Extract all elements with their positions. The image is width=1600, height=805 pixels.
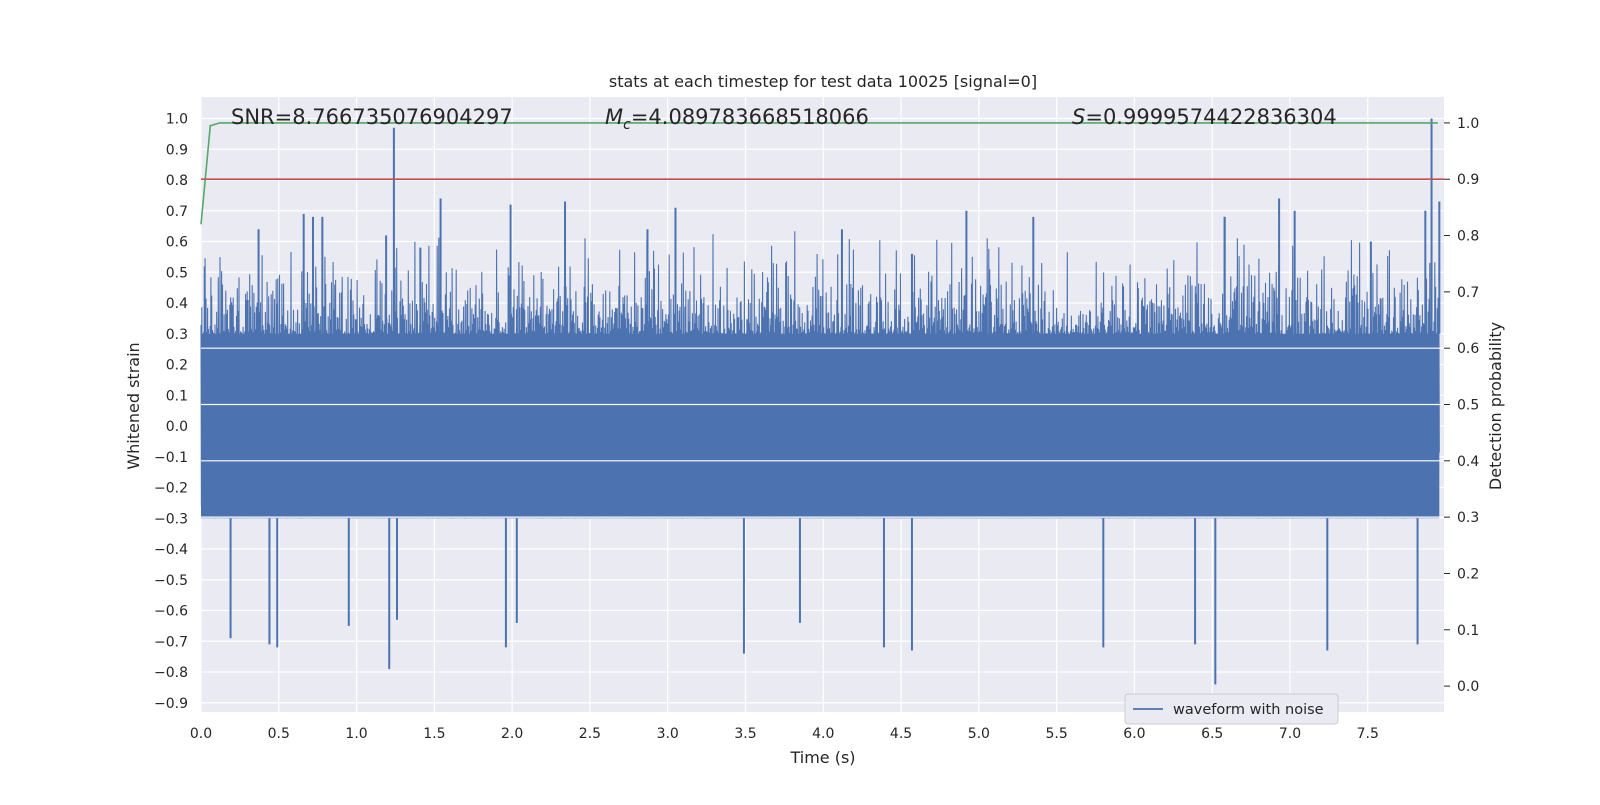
x-tick-label: 5.0 (968, 726, 990, 742)
y-tick-label: 0.1 (166, 388, 188, 404)
y-axis-ticks: −0.9 −0.8 −0.7 −0.6 −0.5 −0.4 −0.3 −0.2 −0.1 0.0 0… (154, 112, 188, 712)
legend-entry-waveform: waveform with noise (1173, 702, 1324, 718)
y-tick-label: 0.4 (166, 296, 188, 312)
y-tick-label: −0.1 (154, 450, 188, 466)
x-tick-label: 1.5 (423, 726, 445, 742)
x-tick-label: 2.5 (579, 726, 601, 742)
x-tick-label: 7.5 (1357, 726, 1379, 742)
x-tick-label: 6.5 (1201, 726, 1223, 742)
x-tick-label: 0.0 (190, 726, 212, 742)
s-annotation: S=0.9999574422836304 (1072, 105, 1337, 129)
y2-tick-label: 0.3 (1457, 510, 1479, 526)
x-tick-label: 6.0 (1123, 726, 1145, 742)
y2-tick-label: 0.4 (1457, 454, 1479, 470)
y-tick-label: −0.7 (154, 634, 188, 650)
y2-tick-label: 0.6 (1457, 341, 1479, 357)
x-tick-label: 2.0 (501, 726, 523, 742)
y-tick-label: 0.7 (166, 204, 188, 220)
legend: waveform with noise (1124, 693, 1339, 725)
y-tick-label: −0.8 (154, 665, 188, 681)
y-tick-label: −0.3 (154, 511, 188, 527)
y2-tick-label: 0.1 (1457, 623, 1479, 639)
x-axis-label: Time (s) (789, 748, 855, 767)
y-tick-label: 0.6 (166, 235, 188, 251)
x-tick-label: 3.5 (734, 726, 756, 742)
y2-axis-label: Detection probability (1486, 322, 1505, 490)
chirp-mass-annotation: Mc=4.089783668518066 (605, 105, 869, 133)
y2-tick-label: 0.9 (1457, 172, 1479, 188)
chart-title: stats at each timestep for test data 100… (609, 72, 1037, 91)
y-tick-label: 0.2 (166, 358, 188, 374)
legend-box (1124, 693, 1339, 725)
y2-tick-label: 0.2 (1457, 566, 1479, 582)
detection-probability-line (200, 122, 1438, 225)
x-tick-label: 1.0 (345, 726, 367, 742)
y-tick-label: 1.0 (166, 112, 188, 128)
x-tick-label: 3.0 (657, 726, 679, 742)
y2-tick-label: 0.0 (1457, 679, 1479, 695)
chirp-mass-value: =4.089783668518066 (631, 105, 869, 129)
y-tick-label: 0.3 (166, 327, 188, 343)
y-tick-label: 0.5 (166, 265, 188, 281)
y-tick-label: −0.2 (154, 481, 188, 497)
y2-tick-label: 0.5 (1457, 398, 1479, 414)
waveform-core (201, 333, 1440, 519)
y2-axis-ticks: 0.0 0.1 0.2 0.3 0.4 0.5 0.6 0.7 0.8 0.9 1.0 (1444, 116, 1479, 695)
x-tick-label: 4.0 (812, 726, 834, 742)
y-tick-label: 0.0 (166, 419, 188, 435)
y-axis-label: Whitened strain (124, 342, 143, 469)
y-tick-label: −0.5 (154, 573, 188, 589)
x-tick-label: 5.5 (1045, 726, 1067, 742)
waveform-series (200, 118, 1444, 685)
chirp-mass-symbol: M (605, 105, 623, 129)
snr-annotation: SNR=8.766735076904297 (231, 105, 513, 129)
y2-tick-label: 1.0 (1457, 116, 1479, 132)
x-tick-label: 0.5 (268, 726, 290, 742)
s-value: =0.9999574422836304 (1085, 105, 1336, 129)
y2-tick-label: 0.7 (1457, 285, 1479, 301)
x-tick-label: 4.5 (890, 726, 912, 742)
x-axis-ticks: 0.0 0.5 1.0 1.5 2.0 2.5 3.0 3.5 4.0 4.5 5.0 5.5 6.0 6… (190, 726, 1379, 742)
y-tick-label: −0.6 (154, 604, 188, 620)
y-tick-label: 0.9 (166, 142, 188, 158)
y-tick-label: 0.8 (166, 173, 188, 189)
y2-tick-label: 0.8 (1457, 229, 1479, 245)
x-tick-label: 7.0 (1279, 726, 1301, 742)
y-tick-label: −0.4 (154, 542, 188, 558)
y-tick-label: −0.9 (154, 696, 188, 712)
chirp-mass-subscript: c (623, 117, 631, 133)
probability-series (200, 122, 1444, 225)
s-symbol: S (1072, 105, 1085, 129)
